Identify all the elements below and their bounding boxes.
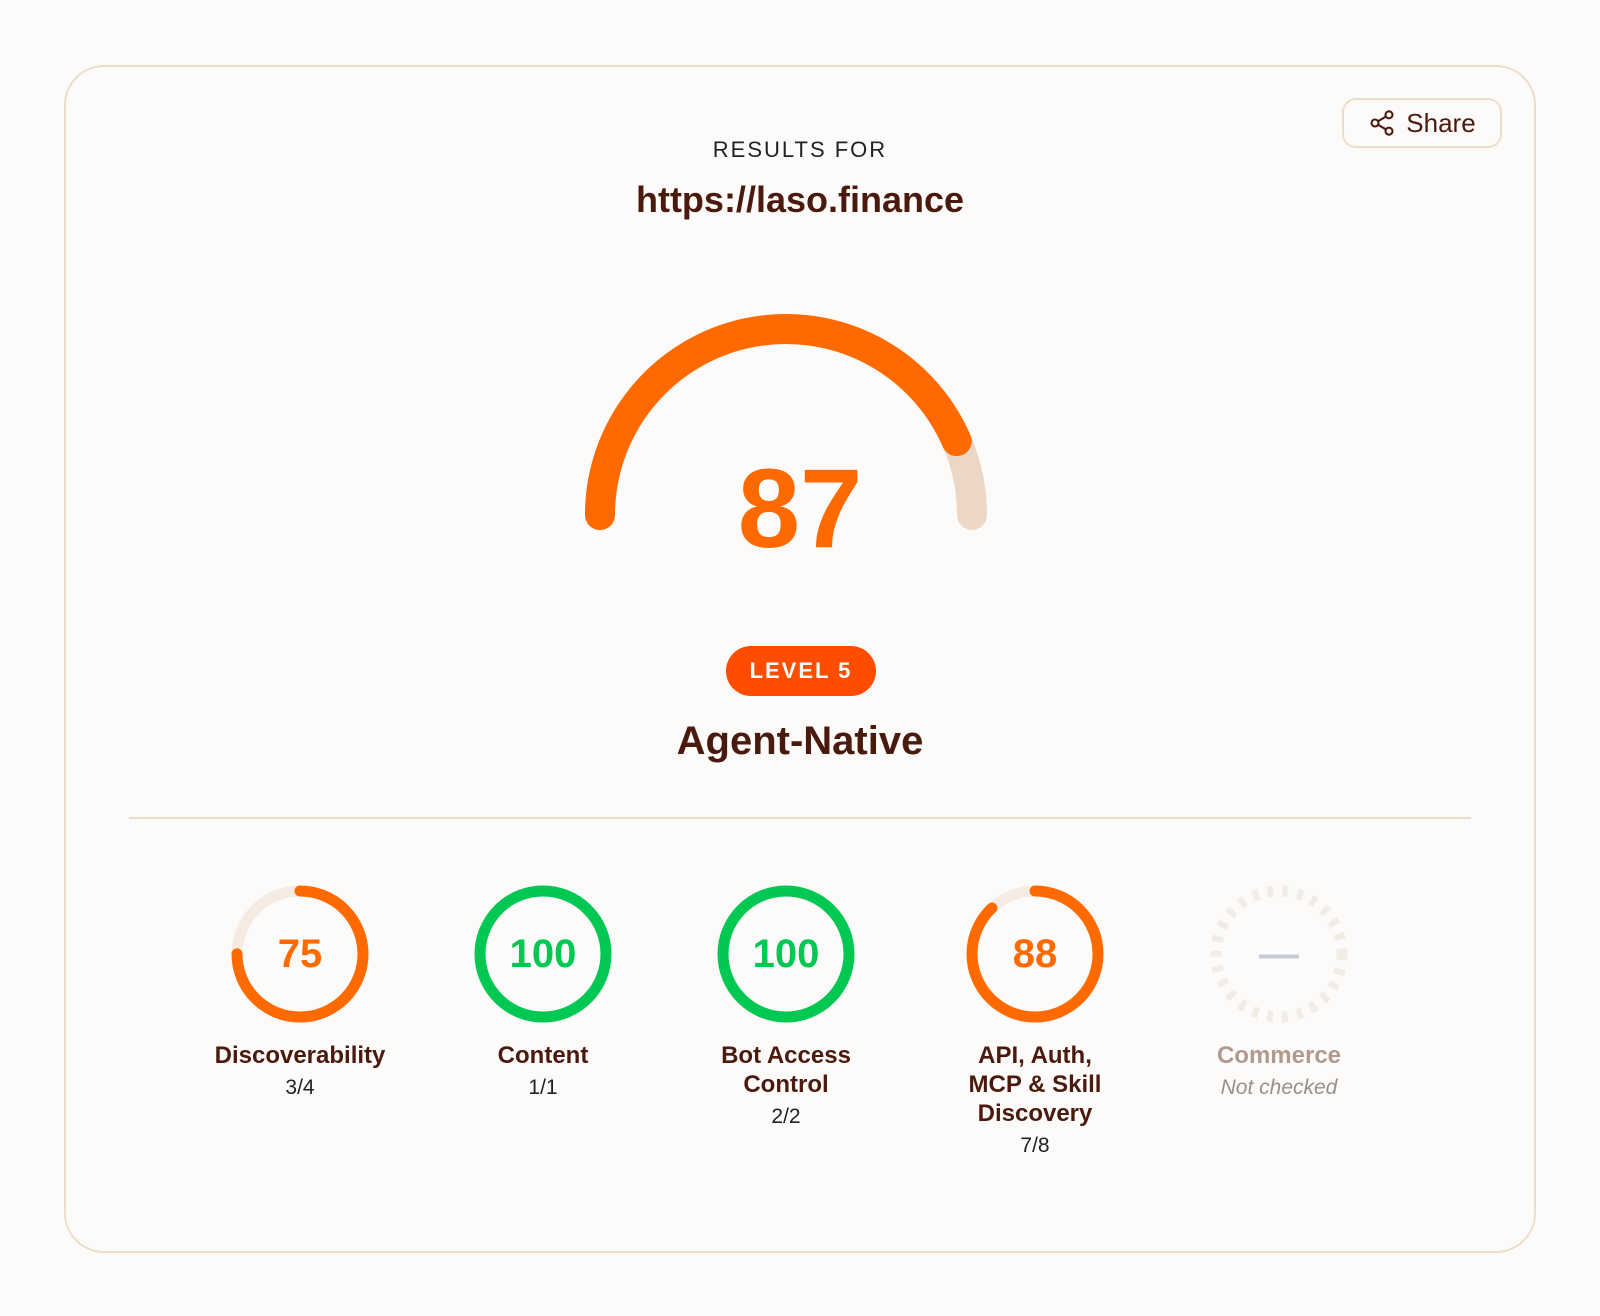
- divider: [129, 817, 1471, 819]
- category-score: —: [1259, 931, 1299, 976]
- category-content[interactable]: 100 Content 1/1: [423, 879, 663, 1100]
- category-commerce[interactable]: — Commerce Not checked: [1159, 879, 1399, 1100]
- ring-fill: [474, 885, 612, 1023]
- category-score: 75: [277, 931, 323, 976]
- overall-score: 87: [737, 446, 863, 571]
- category-ring-chart: [231, 885, 369, 1023]
- page-url[interactable]: https://laso.finance: [635, 179, 965, 220]
- category-ratio: Not checked: [1220, 1076, 1338, 1099]
- category-ratio: 1/1: [528, 1076, 558, 1099]
- category-score: 100: [509, 931, 577, 976]
- category-bot-access-control[interactable]: 100 Bot Access Control 2/2: [666, 879, 906, 1129]
- results-for-label: RESULTS FOR: [712, 137, 888, 162]
- level-name: Agent-Native: [676, 719, 924, 763]
- category-api-auth-mcp-skill-discovery[interactable]: 88 API, Auth, MCP & Skill Discovery 7/8: [915, 879, 1155, 1158]
- ring-fill: [966, 885, 1104, 1023]
- category-score: 88: [1012, 931, 1058, 976]
- category-score: 100: [752, 931, 820, 976]
- category-ring: 88: [960, 879, 1110, 1029]
- category-ratio: 7/8: [1020, 1134, 1050, 1157]
- results-card: Share RESULTS FOR https://laso.finance 8…: [64, 65, 1536, 1253]
- category-label: API, Auth, MCP & Skill Discovery: [968, 1042, 1102, 1127]
- ring-fill: [717, 885, 855, 1023]
- category-ring-chart: [1210, 885, 1348, 1023]
- category-ring: 100: [468, 879, 618, 1029]
- category-ring-chart: [966, 885, 1104, 1023]
- gauge-fill: [585, 314, 972, 530]
- category-label: Content: [497, 1042, 589, 1069]
- category-discoverability[interactable]: 75 Discoverability 3/4: [180, 879, 420, 1100]
- share-icon: [1370, 110, 1394, 136]
- category-label: Commerce: [1216, 1042, 1342, 1069]
- category-ratio: 3/4: [285, 1076, 315, 1099]
- category-ring: 100: [711, 879, 861, 1029]
- category-ring: 75: [225, 879, 375, 1029]
- level-badge: LEVEL 5: [726, 646, 876, 696]
- category-label: Bot Access Control: [721, 1042, 851, 1098]
- share-label: Share: [1406, 107, 1476, 138]
- ring-fill: [231, 885, 369, 1023]
- category-ratio: 2/2: [771, 1105, 801, 1128]
- category-ring: —: [1204, 879, 1354, 1029]
- overall-score-gauge: [585, 314, 987, 530]
- ring-track: [1210, 885, 1348, 1023]
- category-label: Discoverability: [214, 1042, 386, 1069]
- category-ring-chart: [474, 885, 612, 1023]
- category-ring-chart: [717, 885, 855, 1023]
- share-button[interactable]: Share: [1342, 98, 1502, 148]
